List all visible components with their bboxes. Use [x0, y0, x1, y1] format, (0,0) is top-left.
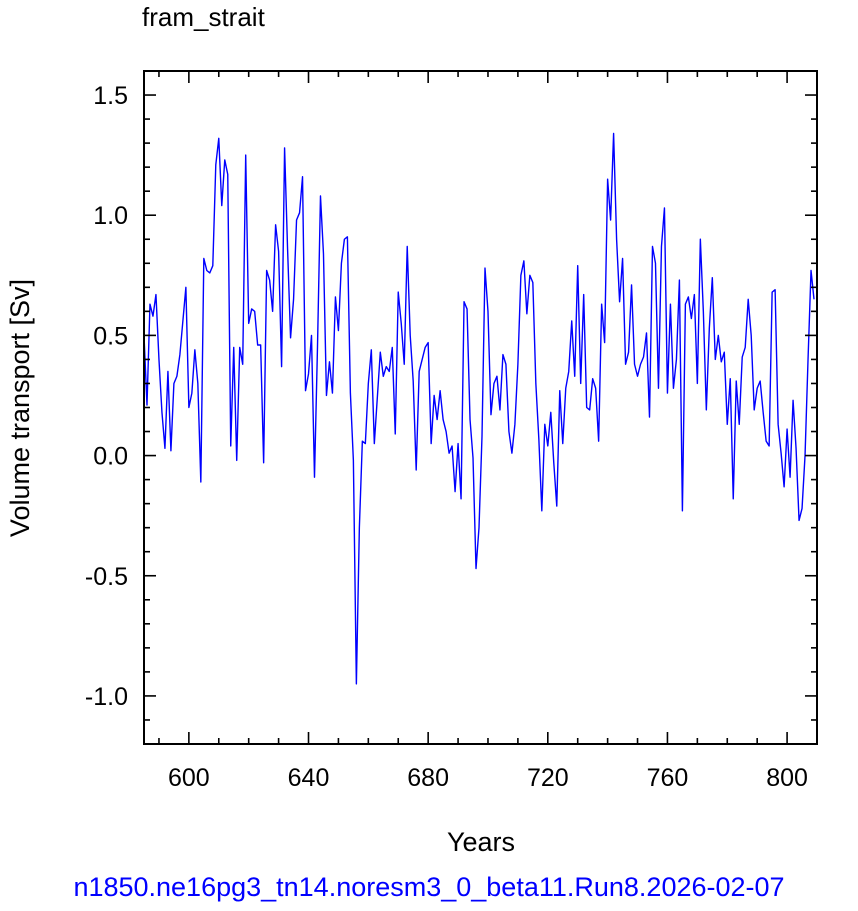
y-tick-label: 1.5 — [93, 82, 128, 110]
plot-line-group — [143, 132, 815, 685]
y-axis-label: Volume transport [Sv] — [5, 279, 35, 537]
chart-title: fram_strait — [142, 2, 265, 32]
x-axis-ticks: 600 640 680 720 760 800 — [158, 71, 818, 792]
x-tick-label: 600 — [168, 764, 210, 792]
y-tick-label: -1.0 — [85, 683, 128, 711]
y-axis-ticks: -1.0 -0.5 0.0 0.5 1.0 1.5 — [85, 70, 817, 745]
y-tick-label: 1.0 — [93, 202, 128, 230]
x-tick-label: 760 — [647, 764, 689, 792]
x-tick-label: 680 — [407, 764, 449, 792]
run-id-footer: n1850.ne16pg3_tn14.noresm3_0_beta11.Run8… — [73, 872, 785, 902]
series-line-0 — [143, 132, 815, 685]
y-tick-label: -0.5 — [85, 563, 128, 591]
y-tick-label: 0.5 — [93, 322, 128, 350]
x-axis-label: Years — [447, 827, 515, 857]
x-tick-label: 720 — [527, 764, 569, 792]
y-tick-label: 0.0 — [93, 443, 128, 471]
x-tick-label: 800 — [766, 764, 808, 792]
x-tick-label: 640 — [288, 764, 330, 792]
